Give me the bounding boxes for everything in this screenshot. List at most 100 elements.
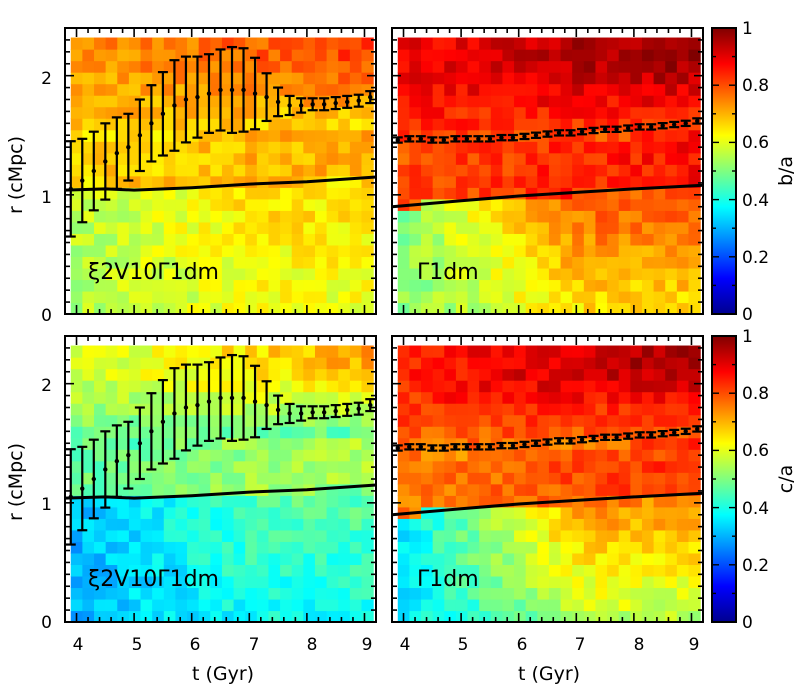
- heatmap-cell: [432, 380, 445, 393]
- heatmap-cell: [607, 403, 620, 416]
- heatmap-cell: [280, 221, 293, 234]
- heatmap-cell: [432, 175, 445, 188]
- heatmap-cell: [70, 129, 83, 142]
- heatmap-cell: [502, 244, 515, 257]
- heatmap-cell: [595, 472, 608, 485]
- heatmap-cell: [490, 357, 504, 370]
- heatmap-cell: [607, 198, 620, 211]
- heatmap-cell: [525, 587, 538, 600]
- heatmap-cell: [163, 290, 177, 304]
- heatmap-cell: [444, 210, 457, 223]
- heatmap-cell: [665, 552, 678, 565]
- heatmap-cell: [560, 403, 573, 416]
- heatmap-cell: [653, 598, 666, 612]
- heatmap-cell: [548, 256, 562, 269]
- heatmap-cell: [221, 141, 235, 154]
- heatmap-cell: [525, 267, 538, 281]
- heatmap-cell: [688, 460, 701, 473]
- heatmap-cell: [444, 552, 457, 565]
- heatmap-cell: [490, 426, 504, 439]
- heatmap-cell: [641, 95, 655, 108]
- heatmap-cell: [268, 72, 281, 85]
- heatmap-cell: [326, 518, 339, 531]
- heatmap-cell: [455, 164, 469, 177]
- heatmap-cell: [583, 380, 597, 393]
- heatmap-cell: [409, 210, 422, 223]
- heatmap-cell: [467, 518, 480, 531]
- heatmap-cell: [537, 575, 550, 589]
- data-point: [91, 168, 96, 174]
- heatmap-cell: [117, 518, 130, 531]
- heatmap-cell: [502, 164, 515, 177]
- heatmap-cell: [467, 529, 480, 542]
- heatmap-cell: [338, 198, 351, 211]
- heatmap-cell: [560, 233, 573, 246]
- heatmap-cell: [525, 460, 538, 473]
- heatmap-cell: [514, 118, 527, 131]
- heatmap-cell: [175, 49, 188, 62]
- x-tick-label: 4: [73, 635, 84, 655]
- heatmap-cell: [314, 380, 328, 393]
- heatmap-cell: [641, 472, 655, 485]
- heatmap-cell: [572, 175, 585, 188]
- heatmap-cell: [676, 244, 690, 257]
- heatmap-cell: [397, 552, 410, 565]
- data-point: [625, 125, 631, 131]
- heatmap-cell: [128, 106, 142, 119]
- radius-line: [391, 183, 704, 209]
- heatmap-cell: [502, 575, 515, 589]
- heatmap-cell: [326, 357, 339, 370]
- heatmap-cell: [233, 598, 246, 612]
- colorbar-title: b/a: [775, 156, 797, 186]
- heatmap-cell: [432, 279, 445, 292]
- heatmap-cell: [140, 256, 153, 269]
- heatmap-cell: [595, 72, 608, 85]
- heatmap-cell: [361, 198, 374, 211]
- heatmap-cell: [502, 598, 515, 612]
- heatmap-cell: [560, 279, 573, 292]
- heatmap-cell: [641, 256, 655, 269]
- heatmap-cell: [444, 95, 457, 108]
- heatmap-cell: [444, 426, 457, 439]
- heatmap-cell: [314, 60, 328, 73]
- heatmap-cell: [444, 221, 457, 234]
- heatmap-cell: [361, 472, 374, 485]
- heatmap-cell: [128, 210, 142, 223]
- heatmap-cell: [117, 437, 130, 450]
- heatmap-cell: [326, 460, 339, 473]
- heatmap-cell: [140, 437, 153, 450]
- heatmap-cell: [163, 564, 177, 577]
- heatmap-cell: [560, 141, 573, 154]
- heatmap-cell: [245, 164, 258, 177]
- heatmap-cell: [560, 506, 573, 519]
- data-point: [556, 438, 562, 444]
- heatmap-cell: [82, 152, 95, 165]
- heatmap-cell: [560, 118, 573, 131]
- heatmap-cell: [70, 483, 83, 496]
- heatmap-cell: [618, 60, 631, 73]
- heatmap-cell: [607, 221, 620, 234]
- heatmap-cell: [338, 279, 351, 292]
- heatmap-cell: [221, 187, 235, 200]
- heatmap-cell: [560, 575, 573, 589]
- heatmap-cell: [502, 472, 515, 485]
- heatmap-cell: [525, 256, 538, 269]
- heatmap-cell: [314, 49, 328, 62]
- heatmap-cell: [233, 210, 246, 223]
- heatmap-cell: [653, 506, 666, 519]
- heatmap-cell: [618, 552, 631, 565]
- heatmap-cell: [572, 426, 585, 439]
- heatmap-cell: [676, 368, 690, 381]
- heatmap-cell: [314, 267, 328, 281]
- heatmap-cell: [128, 256, 142, 269]
- data-point: [68, 186, 73, 192]
- heatmap-cell: [291, 210, 304, 223]
- heatmap-cell: [502, 221, 515, 234]
- heatmap-cell: [280, 587, 293, 600]
- heatmap-cell: [94, 244, 107, 257]
- heatmap-cell: [94, 391, 107, 404]
- heatmap-cell: [665, 460, 678, 473]
- heatmap-cell: [140, 552, 153, 565]
- heatmap-cell: [479, 175, 492, 188]
- heatmap-cell: [479, 141, 492, 154]
